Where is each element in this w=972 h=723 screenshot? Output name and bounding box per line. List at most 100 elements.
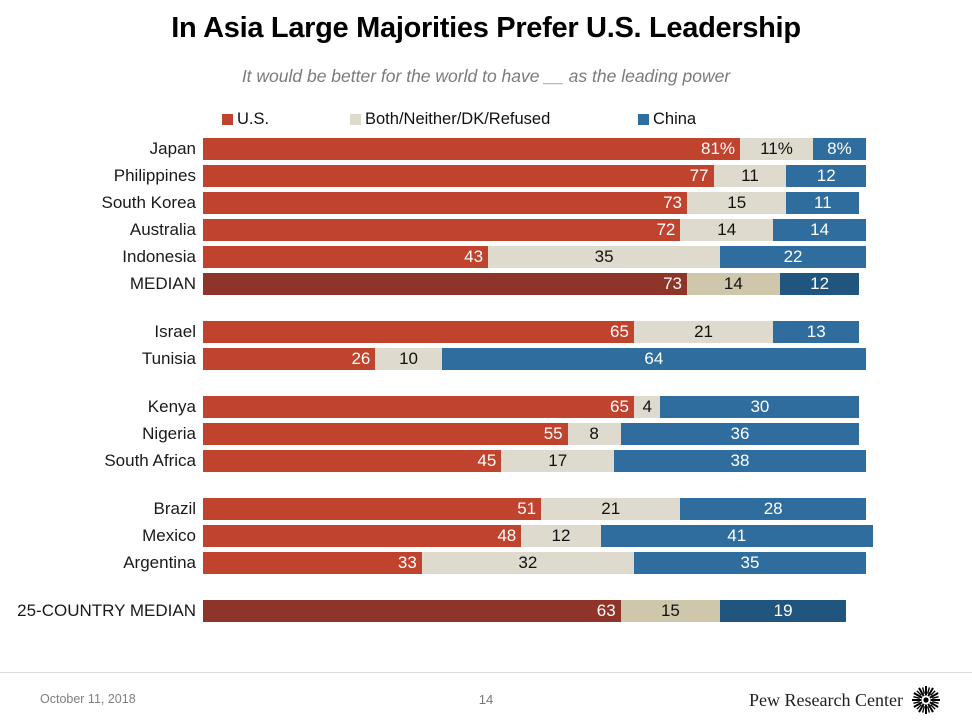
- segment-value: 22: [783, 247, 803, 266]
- bar-row-brazil: Brazil 51 21 28: [0, 498, 972, 520]
- bar-row-philippines: Philippines 77 11 12: [0, 165, 972, 187]
- us-segment: 65: [203, 396, 634, 418]
- segment-value: 14: [717, 220, 737, 239]
- segment-value: 13: [806, 322, 826, 341]
- bar-track: 45 17 38: [203, 450, 866, 472]
- row-label: Japan: [149, 139, 196, 158]
- segment-value: 8%: [827, 139, 852, 158]
- segment-value: 35: [740, 553, 760, 572]
- segment-value: 19: [773, 601, 793, 620]
- segment-value: 15: [727, 193, 747, 212]
- segment-value: 26: [351, 349, 371, 368]
- both-neither-segment: 4: [633, 396, 661, 418]
- bar-group: Kenya 65 4 30 Nigeria 55 8 36 South Africa 45 17 38: [0, 396, 972, 472]
- brand-name: Pew Research Center: [749, 689, 903, 710]
- bar-row-australia: Australia 72 14 14: [0, 219, 972, 241]
- china-segment: 14: [773, 219, 866, 241]
- legend-item-us: U.S.: [222, 108, 269, 130]
- bar-row-mexico: Mexico 48 12 41: [0, 525, 972, 547]
- us-segment: 55: [203, 423, 568, 445]
- segment-value: 12: [551, 526, 571, 545]
- both-neither-segment: 15: [686, 192, 787, 214]
- legend-label-both-neither: Both/Neither/DK/Refused: [365, 109, 551, 128]
- row-label: Israel: [154, 322, 196, 341]
- bar-track: 43 35 22: [203, 246, 866, 268]
- bar-row-median: MEDIAN 73 14 12: [0, 273, 972, 295]
- us-segment: 73: [203, 192, 687, 214]
- bar-group: Brazil 51 21 28 Mexico 48 12 41 Argentina 33 32 35: [0, 498, 972, 574]
- segment-value: 11: [814, 193, 832, 212]
- row-label: Kenya: [147, 397, 196, 416]
- us-segment: 51: [203, 498, 542, 520]
- china-segment: 36: [620, 423, 860, 445]
- us-segment: 65: [203, 321, 634, 343]
- row-label: Mexico: [142, 526, 196, 545]
- china-segment: 19: [720, 600, 847, 622]
- bar-group: Israel 65 21 13 Tunisia 26 10 64: [0, 321, 972, 370]
- bar-track: 73 15 11: [203, 192, 860, 214]
- row-label: South Africa: [104, 451, 196, 470]
- both-neither-segment: 8: [567, 423, 621, 445]
- us-segment: 26: [203, 348, 376, 370]
- china-segment: 12: [786, 165, 866, 187]
- both-neither-segment: 17: [501, 450, 615, 472]
- china-segment: 11: [786, 192, 860, 214]
- bar-track: 65 4 30: [203, 396, 860, 418]
- us-segment: 43: [203, 246, 489, 268]
- segment-value: 63: [596, 601, 616, 620]
- bar-row-south-korea: South Korea 73 15 11: [0, 192, 972, 214]
- segment-value: 45: [477, 451, 497, 470]
- segment-value: 32: [518, 553, 538, 572]
- segment-value: 65: [610, 322, 629, 341]
- us-segment: 77: [203, 165, 714, 187]
- row-label: Nigeria: [142, 424, 196, 443]
- us-swatch-icon: [222, 113, 233, 125]
- segment-value: 17: [548, 451, 568, 470]
- segment-value: 73: [663, 193, 682, 212]
- bar-row-south-africa: South Africa 45 17 38: [0, 450, 972, 472]
- page-title: In Asia Large Majorities Prefer U.S. Lea…: [171, 12, 801, 44]
- us-segment: 73: [203, 273, 687, 295]
- bar-track: 33 32 35: [203, 552, 866, 574]
- segment-value: 33: [397, 553, 417, 572]
- bar-track: 65 21 13: [203, 321, 860, 343]
- segment-value: 38: [730, 451, 750, 470]
- us-segment: 45: [203, 450, 502, 472]
- china-segment: 28: [680, 498, 866, 520]
- segment-value: 48: [497, 526, 517, 545]
- china-segment: 12: [779, 273, 860, 295]
- us-segment: 63: [203, 600, 621, 622]
- us-segment: 72: [203, 219, 681, 241]
- segment-value: 15: [660, 601, 680, 620]
- bar-row-argentina: Argentina 33 32 35: [0, 552, 972, 574]
- row-label: MEDIAN: [129, 274, 196, 293]
- us-segment: 48: [203, 525, 522, 547]
- china-segment: 8%: [812, 138, 866, 160]
- segment-value: 55: [543, 424, 563, 443]
- segment-value: 81%: [700, 139, 736, 158]
- segment-value: 36: [730, 424, 750, 443]
- both-neither-swatch-icon: [350, 113, 361, 125]
- segment-value: 14: [810, 220, 830, 239]
- china-segment: 35: [633, 552, 866, 574]
- segment-value: 41: [727, 526, 747, 545]
- pew-logo-icon: [912, 686, 940, 714]
- segment-value: 21: [694, 322, 713, 341]
- china-segment: 41: [600, 525, 873, 547]
- both-neither-segment: 21: [541, 498, 681, 520]
- legend-item-both-neither: Both/Neither/DK/Refused: [350, 108, 550, 130]
- bar-row-25-country-median: 25-COUNTRY MEDIAN 63 15 19: [0, 600, 972, 622]
- us-segment: 81%: [203, 138, 741, 160]
- segment-value: 11%: [760, 139, 793, 158]
- bar-row-kenya: Kenya 65 4 30: [0, 396, 972, 418]
- both-neither-segment: 35: [488, 246, 721, 268]
- china-swatch-icon: [638, 113, 649, 125]
- row-label: Brazil: [153, 499, 196, 518]
- bar-track: 48 12 41: [203, 525, 873, 547]
- both-neither-segment: 21: [633, 321, 774, 343]
- footer-page-number: 14: [478, 692, 494, 707]
- china-segment: 22: [720, 246, 866, 268]
- segment-value: 11: [741, 166, 759, 185]
- row-label: Tunisia: [141, 349, 196, 368]
- footer-divider: [0, 672, 972, 673]
